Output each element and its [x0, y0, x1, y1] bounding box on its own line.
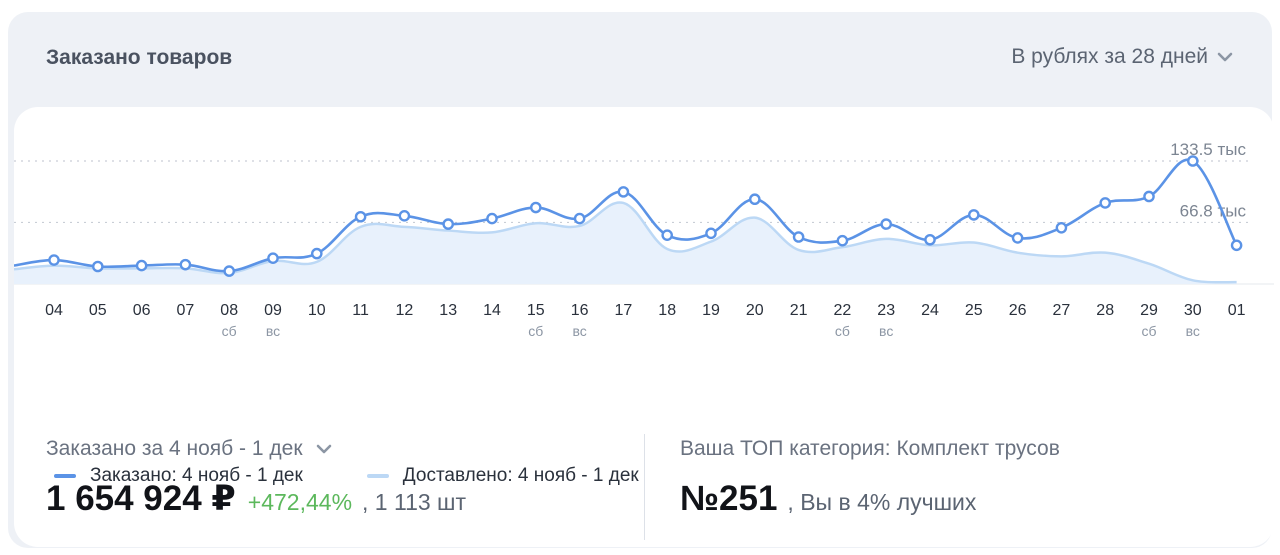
x-tick-label: 13 — [439, 302, 457, 319]
legend-swatch-delivered — [366, 474, 389, 478]
ordered-point — [661, 229, 674, 241]
ordered-total: 1 654 924 ₽ — [46, 479, 236, 518]
ordered-point — [530, 201, 542, 214]
ordered-point — [398, 210, 411, 222]
ordered-point — [705, 227, 717, 240]
x-weekday-label: сб — [222, 323, 237, 339]
x-tick-label: 12 — [396, 302, 414, 319]
x-tick-label: 26 — [1009, 302, 1027, 319]
x-tick-label: 29 — [1140, 302, 1158, 319]
x-tick-label: 23 — [877, 302, 895, 319]
ordered-period-dropdown[interactable]: Заказано за 4 нояб - 1 дек — [46, 437, 466, 461]
growth-percent: +472,44% — [247, 489, 353, 515]
legend-item-delivered[interactable]: Доставлено: 4 нояб - 1 дек — [366, 465, 639, 487]
ordered-point — [310, 247, 323, 260]
ordered-point — [880, 218, 893, 230]
divider — [644, 434, 645, 540]
ordered-point — [179, 258, 192, 271]
x-weekday-label: вс — [266, 323, 280, 339]
ordered-point — [924, 233, 936, 246]
x-tick-label: 08 — [220, 302, 238, 319]
period-label: В рублях за 28 дней — [1011, 45, 1208, 68]
x-weekday-label: вс — [572, 323, 586, 339]
card-title: Заказано товаров — [46, 46, 233, 69]
ordered-point — [1230, 239, 1243, 252]
x-tick-label: 10 — [308, 302, 326, 319]
x-tick-label: 01 — [1228, 302, 1246, 319]
ordered-point — [1187, 155, 1199, 167]
category-summary: Ваша ТОП категория: Комплект трусов №251… — [680, 437, 1060, 519]
ordered-point — [354, 210, 367, 223]
x-tick-label: 18 — [658, 302, 676, 319]
x-tick-label: 27 — [1053, 302, 1071, 319]
ordered-point — [792, 231, 805, 243]
x-tick-label: 20 — [746, 302, 764, 319]
x-tick-label: 21 — [790, 302, 808, 319]
ordered-point — [486, 212, 498, 225]
x-weekday-label: вс — [879, 323, 893, 339]
x-weekday-label: сб — [835, 323, 850, 339]
x-tick-label: 07 — [177, 302, 195, 319]
series-delivered-line — [14, 201, 1237, 284]
x-tick-label: 22 — [834, 302, 852, 319]
category-rank: №251 — [680, 479, 778, 518]
x-tick-label: 04 — [45, 302, 63, 319]
x-weekday-label: вс — [1186, 323, 1200, 339]
ordered-summary: Заказано за 4 нояб - 1 дек 1 654 924 ₽ +… — [46, 437, 466, 519]
legend-item-ordered[interactable]: Заказано: 4 нояб - 1 дек — [54, 465, 303, 487]
y-tick-label-0: 133.5 тыс — [1170, 140, 1246, 159]
x-tick-label: 16 — [571, 302, 589, 319]
rank-note: , Вы в 4% лучших — [787, 489, 977, 515]
chart-legend: Заказано: 4 нояб - 1 дек Доставлено: 4 н… — [54, 465, 639, 487]
category-label: Ваша ТОП категория: Комплект трусов — [680, 437, 1060, 460]
ordered-point — [836, 234, 849, 247]
units-count: , 1 113 шт — [362, 489, 467, 515]
x-tick-label: 14 — [483, 302, 501, 319]
x-weekday-label: сб — [528, 323, 543, 339]
legend-label-delivered: Доставлено: 4 нояб - 1 дек — [402, 465, 639, 486]
x-tick-label: 05 — [89, 302, 107, 319]
legend-swatch-ordered — [54, 474, 76, 478]
ordered-point — [1055, 221, 1068, 234]
orders-line-chart: 133.5 тыс 66.8 тыс 04 05 06 07 08 сб 09 вс 10 11 12 1… — [14, 140, 1274, 339]
y-tick-label-1: 66.8 тыс — [1180, 201, 1247, 220]
ordered-point — [267, 252, 279, 265]
series-ordered-line — [14, 158, 1238, 273]
ordered-point — [92, 260, 104, 273]
ordered-point — [1011, 232, 1024, 244]
ordered-point — [223, 265, 235, 277]
x-tick-label: 19 — [702, 302, 720, 319]
x-tick-label: 15 — [527, 302, 545, 319]
ordered-point — [135, 259, 148, 272]
ordered-values: 1 654 924 ₽ +472,44% , 1 113 шт — [46, 479, 466, 519]
x-tick-label: 09 — [264, 302, 282, 319]
x-tick-label: 11 — [352, 302, 369, 319]
delivered-area — [14, 202, 1237, 284]
x-tick-label: 25 — [965, 302, 983, 319]
legend-label-ordered: Заказано: 4 нояб - 1 дек — [90, 465, 303, 486]
category-values: №251 , Вы в 4% лучших — [680, 479, 1060, 519]
orders-card: Заказано товаров В рублях за 28 дней 133… — [8, 12, 1274, 548]
x-tick-label: 24 — [921, 302, 939, 319]
ordered-point — [617, 186, 630, 198]
ordered-label: Заказано за 4 нояб - 1 дек — [46, 437, 303, 460]
x-tick-label: 06 — [133, 302, 151, 319]
ordered-point — [442, 218, 455, 230]
ordered-point — [573, 212, 586, 225]
ordered-point — [48, 254, 60, 266]
x-tick-label: 28 — [1096, 302, 1114, 319]
chevron-down-icon — [316, 444, 331, 454]
x-tick-label: 17 — [615, 302, 633, 319]
ordered-point — [968, 209, 980, 221]
period-dropdown[interactable]: В рублях за 28 дней — [1011, 45, 1234, 69]
ordered-point — [749, 193, 761, 206]
chevron-down-icon — [1217, 52, 1233, 62]
x-tick-label: 30 — [1184, 302, 1202, 319]
ordered-point — [1143, 190, 1155, 203]
x-weekday-label: сб — [1141, 323, 1156, 339]
ordered-point — [1099, 197, 1111, 209]
